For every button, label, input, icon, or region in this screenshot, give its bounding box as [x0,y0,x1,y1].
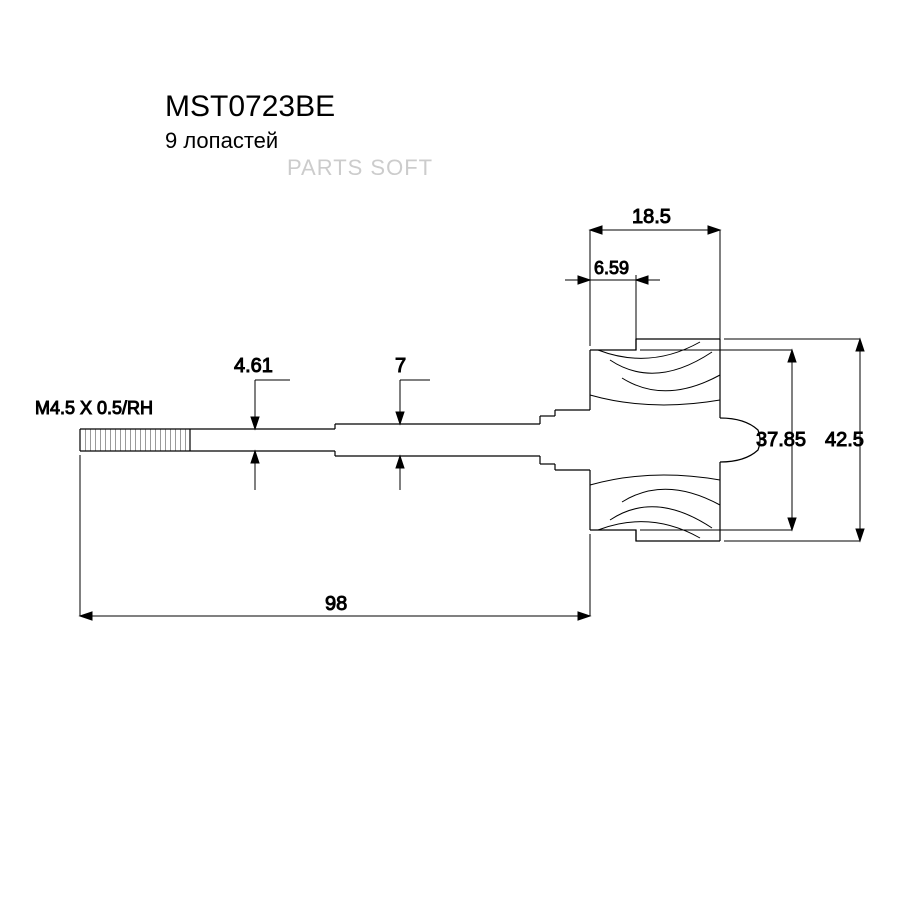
dim-exducer: 42.5 [825,429,864,451]
dim-inducer: 37.85 [756,429,806,451]
part-outline [80,339,760,541]
dim-length: 98 [325,593,347,615]
engineering-drawing: 98 M4.5 X 0.5/RH 4.61 7 18.5 6.59 [0,0,900,900]
thread-label: M4.5 X 0.5/RH [35,398,153,418]
dimensions-group: 98 M4.5 X 0.5/RH 4.61 7 18.5 6.59 [35,206,864,620]
dim-lip-width: 6.59 [594,258,629,278]
dim-shaft-thick: 7 [395,355,406,377]
dim-shaft-thin: 4.61 [234,355,273,377]
dim-wheel-width: 18.5 [632,206,671,228]
